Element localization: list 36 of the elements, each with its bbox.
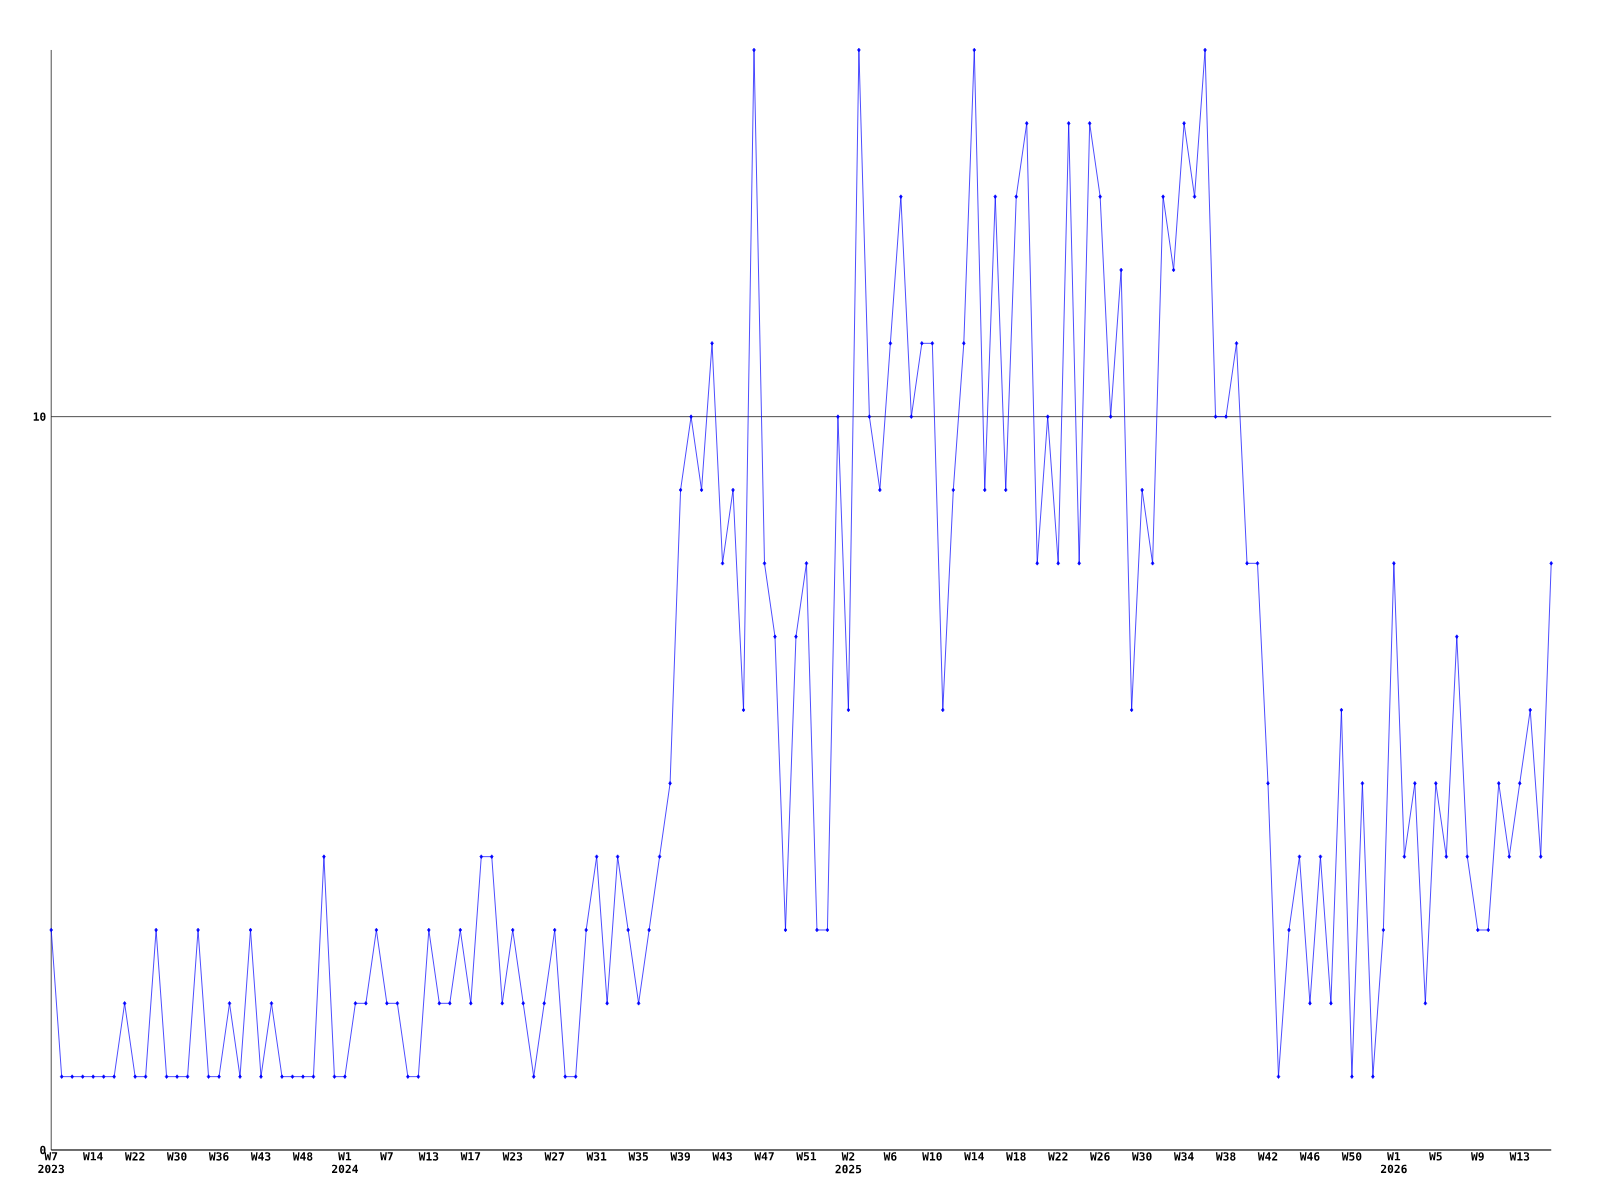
x-tick-label: W18 xyxy=(1006,1152,1026,1161)
x-tick-label: W14 xyxy=(83,1152,103,1161)
x-tick-label: W10 xyxy=(922,1152,942,1161)
x-tick-label: W22 xyxy=(124,1152,145,1161)
y-tick-label: 10 xyxy=(33,412,46,421)
x-tick-label: W17 xyxy=(460,1152,481,1161)
x-tick-label: W48 xyxy=(292,1152,313,1161)
x-tick-label: W27 xyxy=(544,1152,565,1161)
x-tick-label: W42 xyxy=(1257,1152,1278,1161)
x-tick-label: W50 xyxy=(1341,1152,1362,1161)
x-tick-label: W31 xyxy=(586,1152,607,1161)
x-tick-label: W1 2026 xyxy=(1380,1152,1407,1174)
x-tick-label: W47 xyxy=(754,1152,774,1161)
x-tick-label: W36 xyxy=(208,1152,229,1161)
x-tick-label: W13 xyxy=(1509,1152,1530,1161)
x-tick-label: W23 xyxy=(502,1152,523,1161)
x-tick-label: W26 xyxy=(1090,1152,1110,1161)
x-tick-label: W6 xyxy=(883,1152,897,1161)
x-tick-label: W30 xyxy=(166,1152,187,1161)
x-tick-label: W39 xyxy=(670,1152,691,1161)
x-tick-label: W35 xyxy=(628,1152,648,1161)
x-tick-label: W46 xyxy=(1299,1152,1320,1161)
x-tick-label: W51 xyxy=(796,1152,817,1161)
x-tick-label: W22 xyxy=(1048,1152,1068,1161)
x-tick-label: W14 xyxy=(964,1152,984,1161)
x-tick-label: W5 xyxy=(1429,1152,1442,1161)
x-tick-label: W9 xyxy=(1471,1152,1484,1161)
x-tick-label: W7 xyxy=(380,1152,393,1161)
x-tick-label: W43 xyxy=(712,1152,732,1161)
x-tick-label: W2 2025 xyxy=(835,1152,862,1174)
x-tick-label: W30 xyxy=(1131,1152,1152,1161)
x-tick-label: W43 xyxy=(250,1152,271,1161)
x-tick-label: W38 xyxy=(1215,1152,1236,1161)
x-tick-label: W13 xyxy=(418,1152,439,1161)
x-tick-label: W1 2024 xyxy=(332,1152,358,1174)
x-tick-label: W34 xyxy=(1173,1152,1194,1161)
